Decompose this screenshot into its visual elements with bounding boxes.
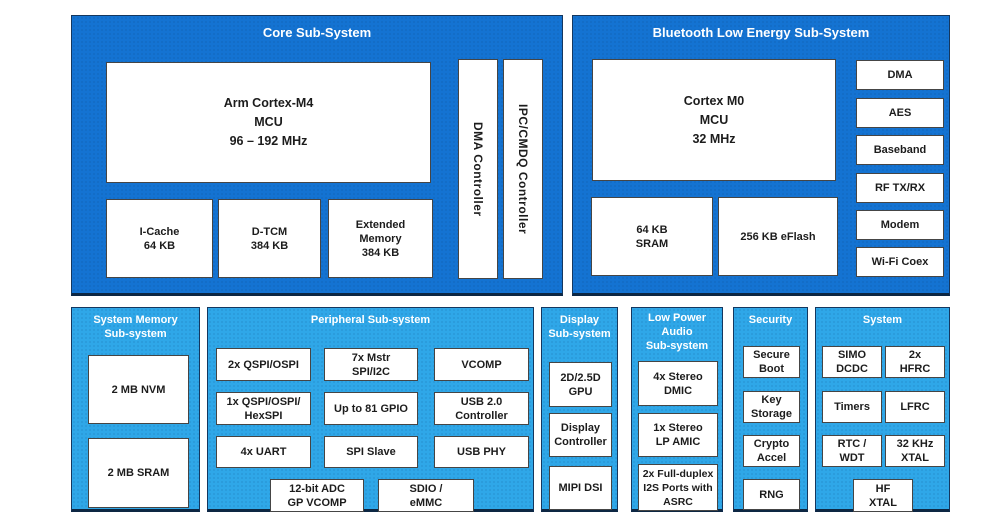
block-extended-memory: Extended Memory 384 KB — [328, 199, 433, 278]
core-subsystem-title: Core Sub-System — [262, 25, 372, 40]
block-ble-rf-tx-rx: RF TX/RX — [856, 173, 944, 203]
system-title: System — [862, 314, 903, 326]
block-ble-modem: Modem — [856, 210, 944, 240]
core-subsystem-panel: Core Sub-System Arm Cortex-M4 MCU 96 – 1… — [71, 15, 563, 296]
security-panel: Security Secure Boot Key Storage Crypto … — [733, 307, 808, 512]
block-qspi-ospi-hexspi: 1x QSPI/OSPI/ HexSPI — [216, 392, 311, 425]
block-ble-baseband: Baseband — [856, 135, 944, 165]
ble-subsystem-panel: Bluetooth Low Energy Sub-System Cortex M… — [572, 15, 950, 296]
block-ipc-cmdq-controller: IPC/CMDQ Controller — [503, 59, 543, 279]
block-adc-gp-vcomp: 12-bit ADC GP VCOMP — [270, 479, 364, 512]
block-simo-dcdc: SIMO DCDC — [822, 346, 882, 378]
block-key-storage: Key Storage — [743, 391, 800, 423]
block-arm-cortex-m4: Arm Cortex-M4 MCU 96 – 192 MHz — [106, 62, 431, 183]
block-2mb-sram: 2 MB SRAM — [88, 438, 189, 508]
ble-subsystem-title: Bluetooth Low Energy Sub-System — [652, 25, 870, 40]
block-ble-wifi-coex: Wi-Fi Coex — [856, 247, 944, 277]
block-2mb-nvm: 2 MB NVM — [88, 355, 189, 424]
block-mstr-spi-i2c: 7x Mstr SPI/I2C — [324, 348, 418, 381]
peripheral-title: Peripheral Sub-system — [310, 314, 431, 326]
block-gpio: Up to 81 GPIO — [324, 392, 418, 425]
block-stereo-dmic: 4x Stereo DMIC — [638, 361, 718, 406]
block-uart: 4x UART — [216, 436, 311, 468]
block-dma-controller: DMA Controller — [458, 59, 498, 279]
peripheral-panel: Peripheral Sub-system 2x QSPI/OSPI 7x Ms… — [207, 307, 534, 512]
block-qspi-ospi: 2x QSPI/OSPI — [216, 348, 311, 381]
block-usb2-controller: USB 2.0 Controller — [434, 392, 529, 425]
block-sdio-emmc: SDIO / eMMC — [378, 479, 474, 512]
block-i2s-asrc: 2x Full-duplex I2S Ports with ASRC — [638, 464, 718, 511]
block-hfrc: 2x HFRC — [885, 346, 945, 378]
block-cortex-m0: Cortex M0 MCU 32 MHz — [592, 59, 836, 181]
audio-title: Low Power Audio Sub-system — [645, 312, 709, 352]
block-lfrc: LFRC — [885, 391, 945, 423]
system-memory-title: System Memory Sub-system — [93, 314, 178, 340]
audio-panel: Low Power Audio Sub-system 4x Stereo DMI… — [631, 307, 723, 512]
block-vcomp: VCOMP — [434, 348, 529, 381]
block-d-tcm: D-TCM 384 KB — [218, 199, 321, 278]
system-memory-panel: System Memory Sub-system 2 MB NVM 2 MB S… — [71, 307, 200, 512]
block-secure-boot: Secure Boot — [743, 346, 800, 378]
security-title: Security — [748, 314, 793, 326]
display-panel: Display Sub-system 2D/2.5D GPU Display C… — [541, 307, 618, 512]
block-hf-xtal: HF XTAL — [853, 479, 913, 512]
block-crypto-accel: Crypto Accel — [743, 435, 800, 467]
block-rtc-wdt: RTC / WDT — [822, 435, 882, 467]
block-32khz-xtal: 32 KHz XTAL — [885, 435, 945, 467]
block-timers: Timers — [822, 391, 882, 423]
block-stereo-lp-amic: 1x Stereo LP AMIC — [638, 413, 718, 457]
block-spi-slave: SPI Slave — [324, 436, 418, 468]
system-panel: System SIMO DCDC 2x HFRC Timers LFRC RTC… — [815, 307, 950, 512]
block-rng: RNG — [743, 479, 800, 510]
block-mipi-dsi: MIPI DSI — [549, 466, 612, 510]
block-gpu: 2D/2.5D GPU — [549, 362, 612, 407]
block-ble-sram: 64 KB SRAM — [591, 197, 713, 276]
block-ble-aes: AES — [856, 98, 944, 128]
block-i-cache: I-Cache 64 KB — [106, 199, 213, 278]
block-ble-eflash: 256 KB eFlash — [718, 197, 838, 276]
block-display-controller: Display Controller — [549, 413, 612, 457]
display-title: Display Sub-system — [548, 314, 611, 340]
block-ble-dma: DMA — [856, 60, 944, 90]
block-usb-phy: USB PHY — [434, 436, 529, 468]
